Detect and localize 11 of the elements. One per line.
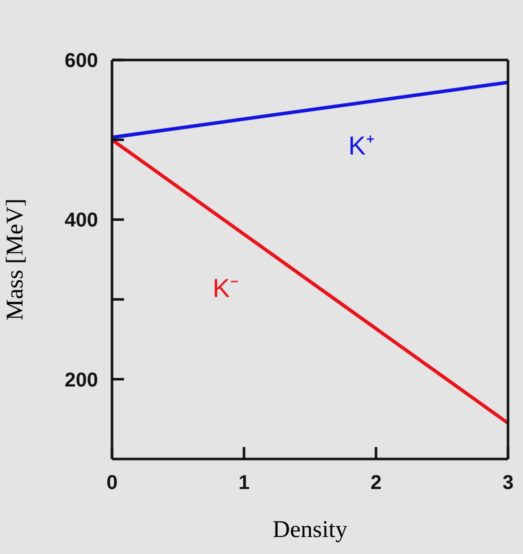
y-axis-title: Mass [MeV] [2, 198, 29, 320]
x-tick-label: 0 [106, 472, 118, 494]
x-tick-label: 1 [238, 472, 250, 494]
series-label: K⁻ [212, 272, 239, 303]
x-tick-label: 3 [502, 472, 514, 494]
y-tick-label: 600 [64, 50, 98, 72]
y-tick-label: 400 [64, 210, 98, 232]
x-tick-label: 2 [370, 472, 382, 494]
x-axis-title: Density [272, 517, 348, 543]
series-label: K⁺ [348, 130, 375, 160]
y-tick-label: 200 [64, 369, 98, 392]
